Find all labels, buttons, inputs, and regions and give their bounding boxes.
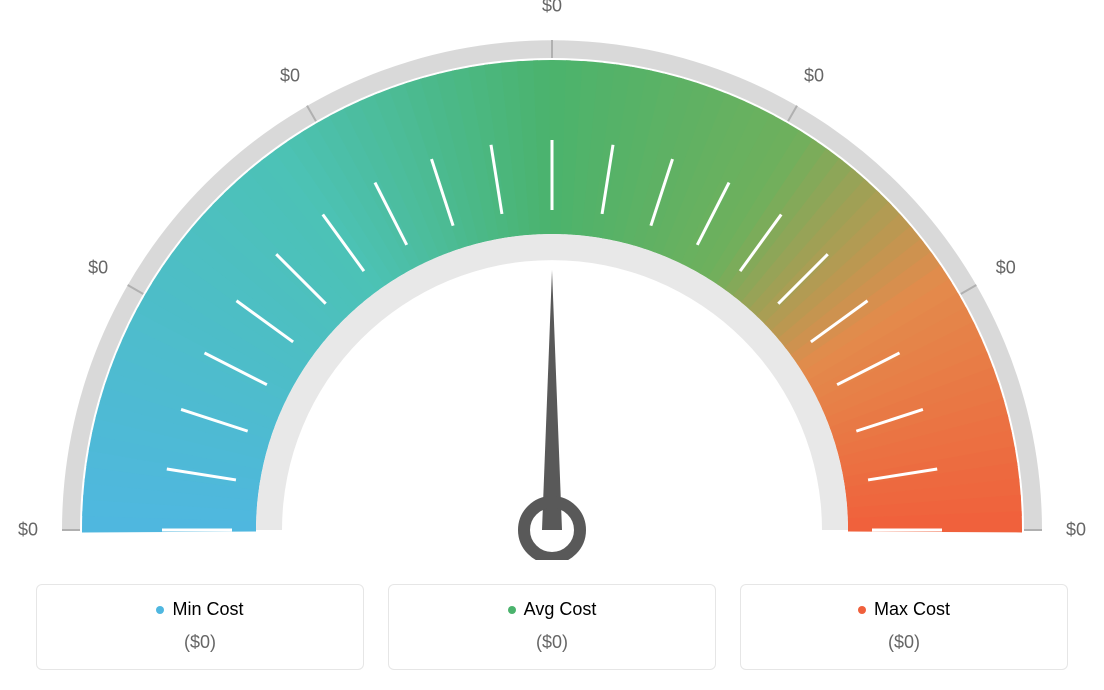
gauge-tick-label: $0 [542,0,562,17]
gauge-svg [0,0,1104,560]
legend-card-min: Min Cost ($0) [36,584,364,670]
legend-value-max: ($0) [751,632,1057,653]
legend-row: Min Cost ($0) Avg Cost ($0) Max Cost ($0… [36,584,1068,670]
gauge-tick-label: $0 [280,66,300,87]
legend-label-max: Max Cost [874,599,950,620]
legend-dot-max [858,606,866,614]
gauge-tick-label: $0 [996,258,1016,279]
gauge-tick-label: $0 [804,66,824,87]
gauge-tick-label: $0 [88,258,108,279]
legend-dot-min [156,606,164,614]
legend-card-avg: Avg Cost ($0) [388,584,716,670]
legend-title-min: Min Cost [156,599,243,620]
legend-value-avg: ($0) [399,632,705,653]
cost-gauge-widget: $0 $0 $0 $0 $0 $0 $0 Min Cost ($0) Avg Cost ($… [0,0,1104,690]
legend-value-min: ($0) [47,632,353,653]
gauge-tick-label: $0 [1066,520,1086,541]
legend-title-max: Max Cost [858,599,950,620]
legend-title-avg: Avg Cost [508,599,597,620]
legend-label-min: Min Cost [172,599,243,620]
legend-dot-avg [508,606,516,614]
legend-label-avg: Avg Cost [524,599,597,620]
legend-card-max: Max Cost ($0) [740,584,1068,670]
gauge-tick-label: $0 [18,520,38,541]
